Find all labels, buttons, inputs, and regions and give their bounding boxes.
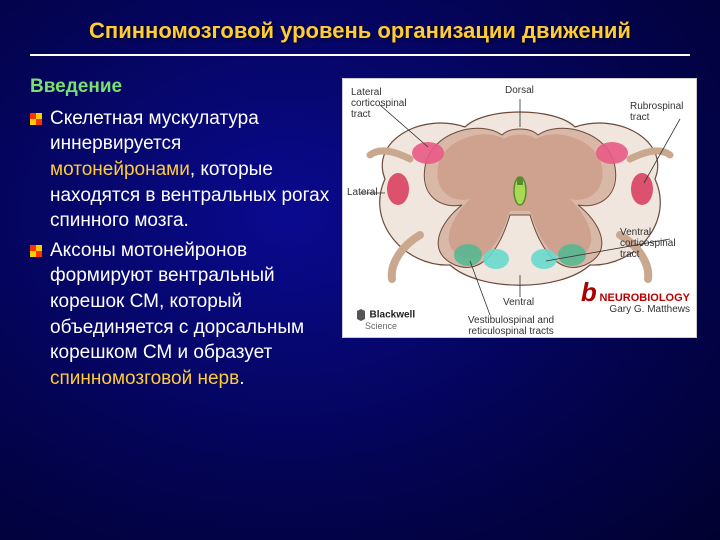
credit-block: b NEUROBIOLOGY Gary G. Matthews <box>581 285 690 315</box>
label-ventral: Ventral <box>503 297 534 308</box>
label-lct: Lateral corticospinal tract <box>351 87 421 120</box>
text-segment: Скелетная мускулатура иннервируется <box>50 108 259 155</box>
intro-heading: Введение <box>30 74 330 100</box>
title-underline <box>30 54 690 56</box>
highlight: спинномозговой нерв <box>50 368 239 389</box>
label-lateral: Lateral <box>347 187 378 198</box>
figure-column: Lateral corticospinal tract Dorsal Rubro… <box>330 74 700 396</box>
publisher-icon <box>355 309 367 321</box>
publisher-block: Blackwell Science <box>355 309 415 331</box>
publisher-name: Blackwell <box>370 309 416 320</box>
list-item: Аксоны мотонейронов формируют вентральны… <box>30 238 330 392</box>
content-area: Введение Скелетная мускулатура иннервиру… <box>0 74 720 396</box>
label-rst: Rubrospinal tract <box>630 101 690 123</box>
bullet-text: Аксоны мотонейронов формируют вентральны… <box>50 238 330 392</box>
publisher-sub: Science <box>365 321 397 331</box>
bullet-icon <box>30 245 42 257</box>
slide-title: Спинномозговой уровень организации движе… <box>0 0 720 54</box>
highlight: мотонейронами <box>50 159 190 180</box>
list-item: Скелетная мускулатура иннервируется мото… <box>30 106 330 234</box>
bullet-icon <box>30 113 42 125</box>
text-segment: Аксоны мотонейронов формируют вентральны… <box>50 240 304 364</box>
credit-title: NEUROBIOLOGY <box>600 292 690 304</box>
bullet-text: Скелетная мускулатура иннервируется мото… <box>50 106 330 234</box>
label-vct: Ventral corticospinal tract <box>620 227 690 260</box>
credit-author: Gary G. Matthews <box>609 304 690 315</box>
label-dorsal: Dorsal <box>505 85 534 96</box>
credit-b-icon: b <box>581 277 597 307</box>
label-vrt: Vestibulospinal and reticulospinal tract… <box>451 315 571 337</box>
text-column: Введение Скелетная мускулатура иннервиру… <box>30 74 330 396</box>
text-segment: . <box>239 368 244 389</box>
anatomy-diagram: Lateral corticospinal tract Dorsal Rubro… <box>342 78 697 338</box>
